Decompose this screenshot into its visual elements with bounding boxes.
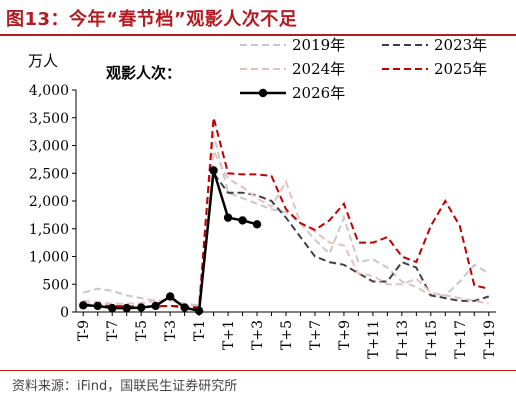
data-point [93, 301, 102, 311]
y-tick-label: 3,000 [29, 139, 69, 155]
x-tick-label: T+5 [279, 320, 295, 350]
legend-entry: 2026年 [240, 84, 345, 102]
legend-label: 2026年 [292, 84, 345, 102]
y-tick-label: 3,500 [29, 111, 69, 127]
legend-entry: 2019年 [240, 36, 345, 54]
data-point [108, 303, 117, 313]
x-tick-label: T+17 [453, 320, 469, 359]
data-point [79, 301, 88, 310]
data-point [209, 166, 218, 175]
series-line [83, 147, 489, 308]
legend-entry: 2023年 [382, 36, 487, 54]
series-2024年 [83, 147, 489, 308]
y-tick-label: 2,500 [29, 166, 69, 182]
legend-entry: 2025年 [382, 60, 487, 78]
data-point [238, 216, 247, 225]
x-tick-label: T-7 [105, 320, 121, 341]
x-tick-label: T+3 [250, 320, 266, 350]
y-tick-label: 500 [42, 277, 69, 293]
chart-title: 观影人次： [106, 64, 181, 82]
y-tick-label: 4,000 [29, 83, 69, 99]
x-tick-label: T+15 [424, 320, 440, 359]
legend-entry: 2024年 [240, 60, 345, 78]
x-tick-label: T-3 [163, 320, 179, 341]
data-point [180, 303, 189, 312]
line-chart: 05001,0001,5002,0002,5003,0003,5004,000 … [28, 36, 498, 359]
x-tick-label: T-5 [134, 320, 150, 341]
figure-title: 图13：今年“春节档”观影人次不足 [6, 9, 298, 30]
x-tick-label: T+13 [395, 320, 411, 359]
x-tick-label: T+1 [221, 320, 237, 350]
x-tick-label: T+7 [308, 320, 324, 350]
x-axis: T-9 T-7 T-5 T-3 T-1 T+1 T+3 T+5 T+7 T+9 T+11 T+13 T+… [76, 311, 498, 359]
x-tick-label: T-1 [192, 320, 208, 341]
y-axis: 0 500 1,000 1,500 2,000 2,500 3,000 3,500 4,000 [29, 83, 77, 321]
y-tick-label: 1,000 [29, 250, 69, 266]
data-point [252, 220, 262, 229]
x-tick-label: T+19 [482, 320, 498, 359]
x-tick-label: T+11 [366, 320, 382, 359]
y-axis-label: 万人 [28, 52, 58, 70]
x-tick-label: T+9 [337, 320, 353, 350]
series-layer [79, 117, 490, 316]
y-tick-label: 0 [60, 305, 69, 321]
data-point [136, 303, 146, 312]
y-tick-label: 1,500 [29, 222, 69, 238]
legend-label: 2024年 [292, 60, 345, 78]
series-line [82, 134, 490, 307]
figure-title-bar: 图13：今年“春节档”观影人次不足 [0, 0, 516, 36]
legend-marker [258, 88, 268, 98]
data-point [165, 292, 175, 301]
y-tick-label: 2,000 [29, 194, 69, 210]
data-point [151, 301, 160, 311]
legend-label: 2025年 [434, 60, 487, 78]
legend-label: 2023年 [434, 36, 487, 54]
series-2019年 [82, 134, 490, 307]
legend: 2019年 2023年 2024年 2025年 2026年 [240, 36, 487, 102]
data-point [122, 303, 131, 313]
data-point [223, 213, 233, 222]
source-note: 资料来源：iFind，国联民生证券研究所 [12, 379, 238, 394]
series-2026年 [79, 166, 262, 316]
footer-divider [0, 370, 516, 371]
legend-label: 2019年 [292, 36, 345, 54]
series-line [83, 170, 490, 310]
x-tick-label: T-9 [76, 320, 92, 341]
series-2023年 [83, 170, 490, 310]
data-point [194, 306, 204, 316]
